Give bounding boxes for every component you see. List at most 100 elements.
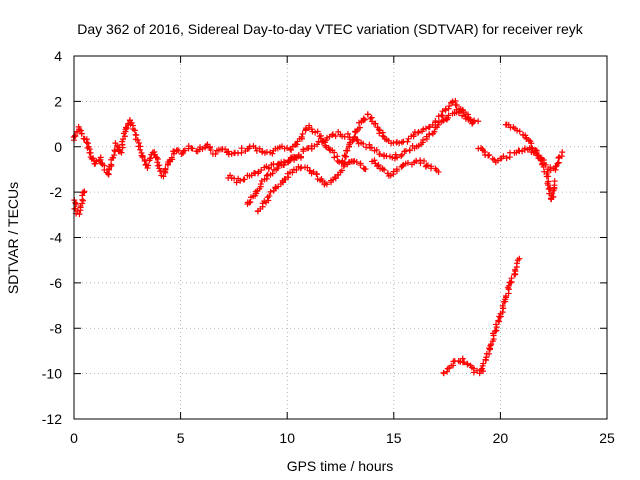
x-tick-label: 15: [386, 430, 402, 446]
data-point: [488, 341, 495, 348]
data-point: [487, 342, 494, 349]
data-point: [556, 154, 563, 161]
data-point: [305, 145, 312, 152]
data-point: [252, 144, 259, 151]
data-point: [464, 360, 471, 367]
y-tick-label: -4: [50, 230, 63, 246]
grid-lines: [74, 56, 607, 419]
data-point: [77, 127, 84, 134]
data-point: [399, 162, 406, 169]
data-point: [406, 147, 413, 154]
data-point: [513, 260, 520, 267]
data-point: [76, 211, 83, 218]
data-point: [207, 146, 214, 153]
data-point: [168, 154, 175, 161]
series-track-g: [502, 121, 558, 203]
series-track-d: [225, 153, 304, 186]
data-point: [399, 151, 406, 158]
data-point: [256, 145, 263, 152]
data-point: [553, 163, 560, 170]
data-point: [105, 170, 112, 177]
data-point: [505, 282, 512, 289]
data-point: [371, 157, 378, 164]
data-point: [93, 158, 100, 165]
data-point: [435, 168, 442, 175]
data-point: [189, 145, 196, 152]
data-point: [554, 160, 561, 167]
data-point: [78, 130, 85, 137]
data-point: [507, 279, 514, 286]
data-point: [266, 192, 273, 199]
data-point: [128, 119, 135, 126]
data-point: [486, 152, 493, 159]
x-axis-label: GPS time / hours: [287, 458, 394, 474]
y-tick-label: -12: [42, 411, 62, 427]
data-point: [476, 370, 483, 377]
data-point: [461, 359, 468, 366]
data-point: [293, 167, 300, 174]
data-point: [431, 128, 438, 135]
data-point: [331, 154, 338, 161]
data-point: [112, 140, 119, 147]
data-point: [222, 146, 229, 153]
data-point: [544, 181, 551, 188]
data-point: [314, 171, 321, 178]
data-point: [420, 126, 427, 133]
data-point: [379, 132, 386, 139]
data-point: [381, 166, 388, 173]
data-point: [257, 181, 264, 188]
data-point: [376, 151, 383, 158]
data-point: [500, 298, 507, 305]
data-point: [332, 175, 339, 182]
data-point: [353, 136, 360, 143]
data-point: [546, 185, 553, 192]
data-point: [457, 108, 464, 115]
data-point: [297, 154, 304, 161]
data-point: [263, 172, 270, 179]
data-point: [426, 131, 433, 138]
y-tick-label: 2: [54, 93, 62, 109]
data-point: [479, 365, 486, 372]
data-point: [555, 155, 562, 162]
data-point: [552, 163, 559, 170]
data-point: [475, 118, 482, 125]
data-point: [181, 147, 188, 154]
data-point: [180, 148, 187, 155]
data-point: [319, 138, 326, 145]
data-point: [483, 354, 490, 361]
data-point: [404, 138, 411, 145]
data-point: [373, 147, 380, 154]
data-point: [529, 145, 536, 152]
data-point: [83, 139, 90, 146]
data-point: [354, 136, 361, 143]
series-track-e: [369, 157, 442, 179]
data-point: [360, 115, 367, 122]
data-point: [212, 151, 219, 158]
data-point: [417, 160, 424, 167]
data-point: [421, 158, 428, 165]
data-point: [318, 139, 325, 146]
data-point: [233, 179, 240, 186]
data-point: [470, 369, 477, 376]
plot-border: [73, 55, 608, 420]
data-point: [363, 144, 370, 151]
data-point: [528, 144, 535, 151]
data-point: [362, 166, 369, 173]
data-point: [247, 198, 254, 205]
data-point: [237, 177, 244, 184]
data-point: [503, 155, 510, 162]
data-point: [360, 140, 367, 147]
y-tick-label: 4: [54, 48, 62, 64]
x-tick-label: 10: [279, 430, 295, 446]
data-point: [438, 112, 445, 119]
data-point: [141, 158, 148, 165]
data-point: [258, 166, 265, 173]
y-tick-label: -8: [50, 320, 63, 336]
data-point: [80, 135, 87, 142]
data-point: [364, 111, 371, 118]
x-tick-label: 25: [599, 430, 615, 446]
data-point: [538, 157, 545, 164]
data-point: [353, 158, 360, 165]
data-point: [356, 124, 363, 131]
data-point: [499, 302, 506, 309]
